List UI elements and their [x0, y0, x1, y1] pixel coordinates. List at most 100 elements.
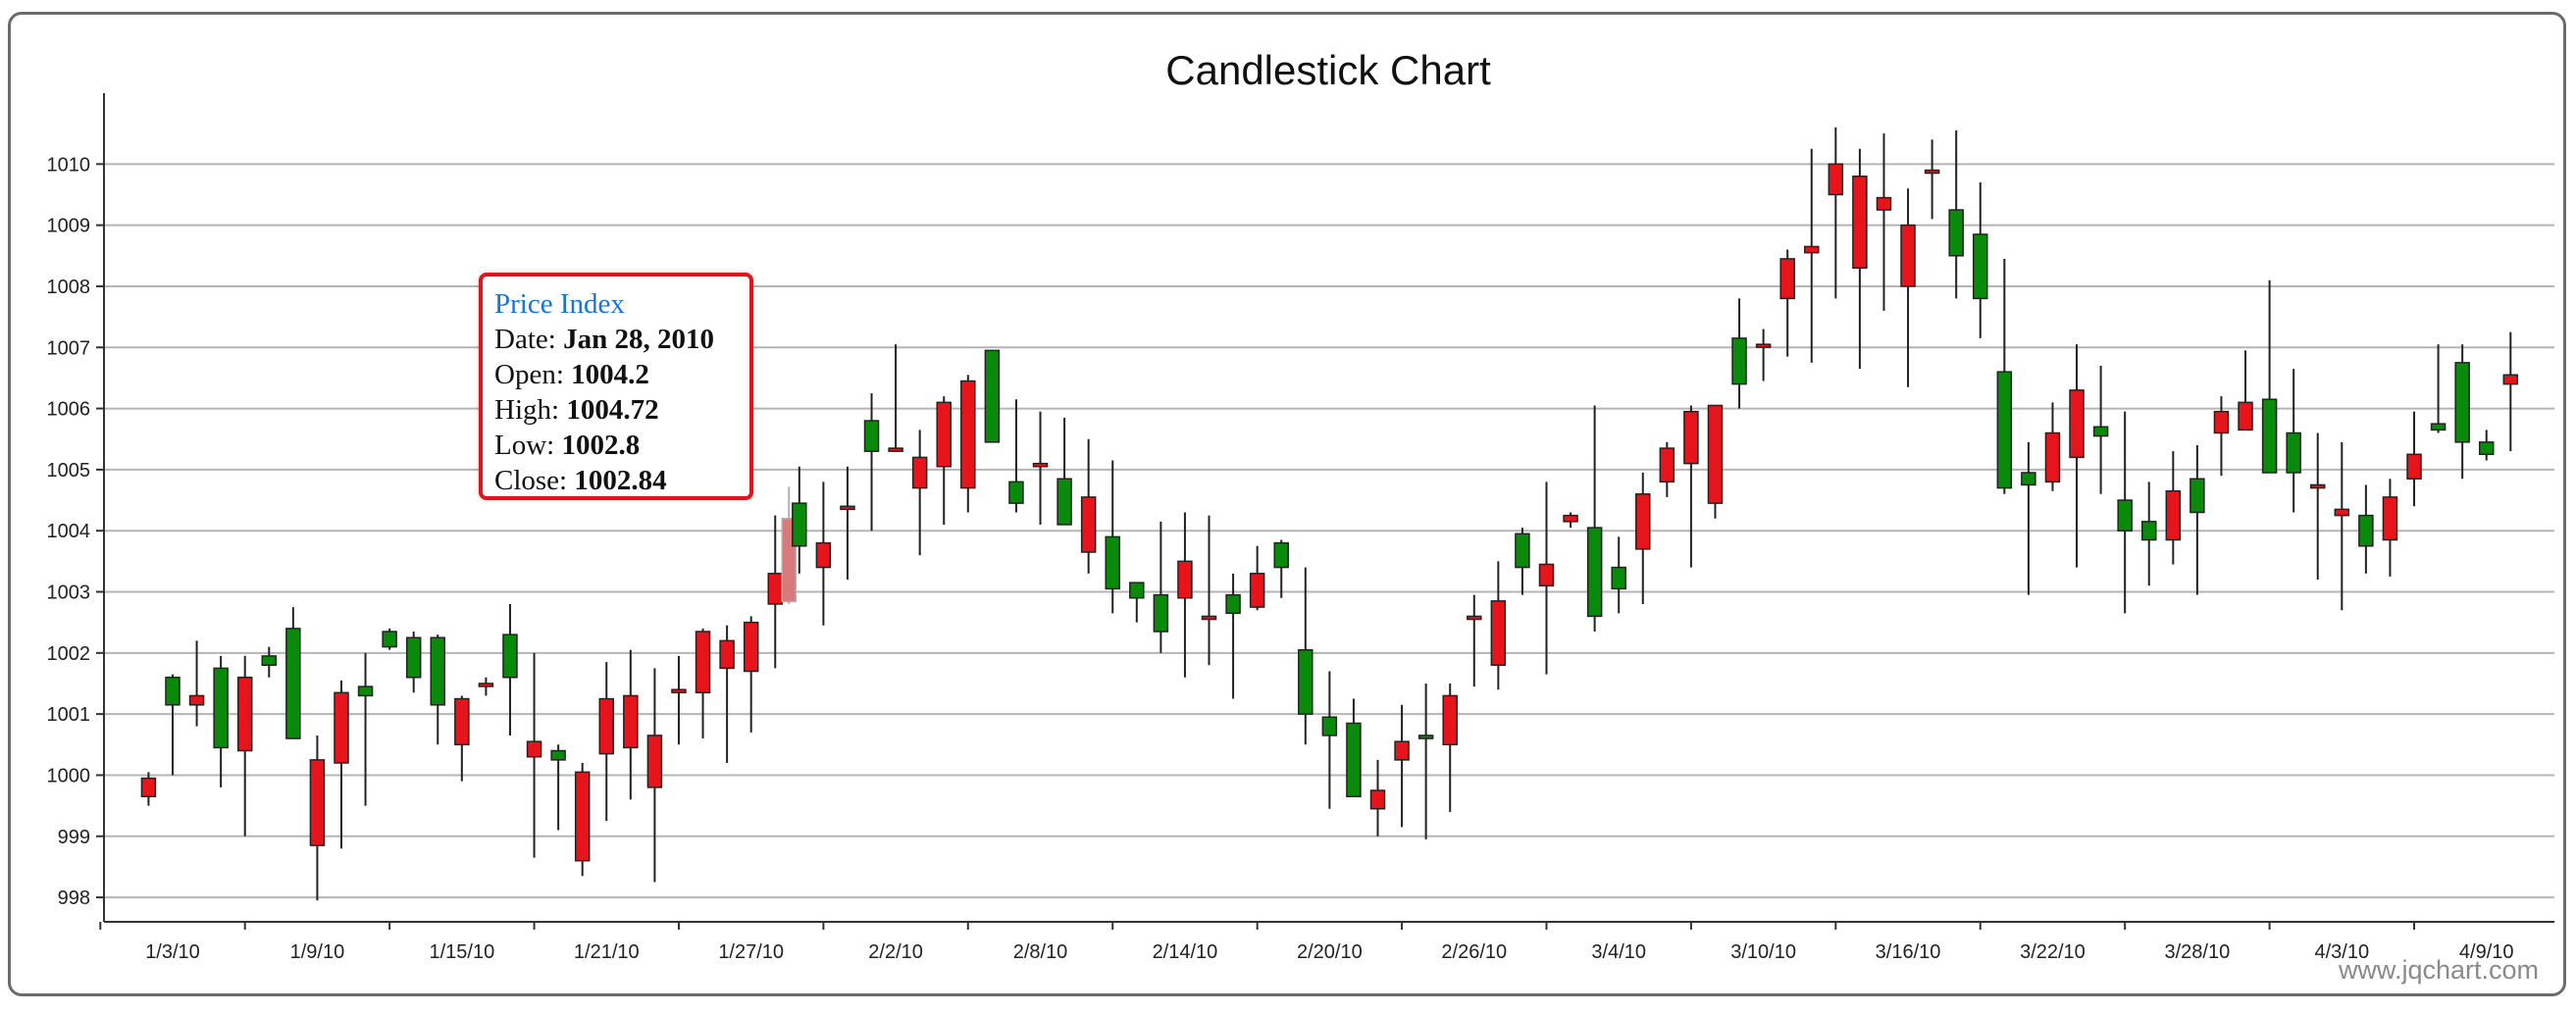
candle[interactable] — [1201, 515, 1217, 666]
candle[interactable] — [2406, 411, 2422, 507]
candle[interactable] — [1586, 405, 1603, 633]
candle[interactable] — [1369, 759, 1386, 837]
candle[interactable] — [815, 482, 832, 626]
candle[interactable] — [1707, 404, 1724, 519]
candle[interactable] — [1394, 704, 1410, 828]
candle[interactable] — [960, 375, 976, 513]
candle[interactable] — [2140, 482, 2157, 586]
candle[interactable] — [526, 652, 542, 858]
candle[interactable] — [2430, 344, 2447, 433]
candle[interactable] — [1298, 567, 1314, 745]
candle[interactable] — [2309, 432, 2326, 581]
candle[interactable] — [2454, 344, 2470, 480]
candle[interactable] — [502, 603, 518, 735]
candle[interactable] — [1417, 683, 1434, 839]
candle[interactable] — [1080, 438, 1097, 574]
candle[interactable] — [140, 772, 157, 806]
candle[interactable] — [911, 430, 928, 556]
candle[interactable] — [550, 744, 566, 831]
candle[interactable] — [213, 655, 229, 787]
candle[interactable] — [236, 655, 253, 837]
candle[interactable] — [984, 349, 1001, 443]
candle[interactable] — [454, 695, 470, 782]
candle[interactable] — [309, 735, 326, 901]
candle[interactable] — [430, 634, 446, 745]
candle[interactable] — [792, 466, 807, 574]
candle[interactable] — [165, 674, 180, 776]
candle[interactable] — [1346, 698, 1362, 798]
candle[interactable] — [2478, 430, 2495, 461]
candle[interactable] — [1779, 249, 1795, 357]
candle[interactable] — [1515, 528, 1530, 595]
candle[interactable] — [1105, 460, 1120, 614]
candle[interactable] — [334, 680, 349, 849]
candle[interactable] — [1225, 573, 1241, 699]
candle[interactable] — [382, 628, 397, 650]
candle[interactable] — [840, 466, 855, 581]
candle[interactable] — [1755, 329, 1772, 381]
candle[interactable] — [767, 515, 783, 669]
candle[interactable] — [1490, 561, 1507, 690]
candle[interactable] — [2261, 279, 2278, 474]
candle[interactable] — [1563, 512, 1578, 529]
candle[interactable] — [936, 396, 952, 525]
candle[interactable] — [2044, 402, 2061, 491]
candle[interactable] — [1731, 298, 1747, 409]
candle[interactable] — [888, 344, 903, 452]
candle[interactable] — [1129, 582, 1145, 623]
candle[interactable] — [2069, 344, 2085, 568]
candle[interactable] — [285, 607, 301, 739]
candle[interactable] — [1924, 139, 1940, 220]
candle[interactable] — [2382, 479, 2398, 577]
candle[interactable] — [719, 625, 735, 763]
candle[interactable] — [695, 628, 711, 739]
candle[interactable] — [2021, 441, 2036, 595]
candle[interactable] — [1804, 148, 1820, 363]
candle[interactable] — [1611, 536, 1626, 614]
candle[interactable] — [623, 649, 639, 800]
candle[interactable] — [1321, 671, 1338, 809]
candle[interactable] — [1683, 405, 1699, 568]
candle[interactable] — [2117, 411, 2133, 614]
candle[interactable] — [2190, 444, 2205, 595]
candle[interactable] — [1538, 482, 1555, 675]
candle[interactable] — [1153, 521, 1169, 653]
candle[interactable] — [1442, 683, 1458, 812]
candle[interactable] — [2334, 441, 2350, 611]
candle[interactable] — [574, 762, 591, 877]
candle[interactable] — [478, 677, 494, 696]
candle[interactable] — [1249, 545, 1265, 611]
candle[interactable] — [863, 392, 880, 532]
candle[interactable] — [405, 632, 422, 693]
candle[interactable] — [1996, 258, 2013, 494]
candle[interactable] — [1635, 472, 1651, 604]
candle[interactable] — [188, 640, 205, 727]
candle[interactable] — [2286, 369, 2301, 513]
candles[interactable] — [140, 127, 2519, 901]
candle[interactable] — [1948, 130, 1964, 299]
candle[interactable] — [357, 652, 374, 806]
candle[interactable] — [2238, 350, 2253, 431]
candle[interactable] — [1032, 411, 1049, 525]
candle[interactable] — [1900, 188, 1916, 387]
candle[interactable] — [2358, 484, 2374, 574]
candle[interactable] — [1876, 133, 1892, 311]
candle[interactable] — [1467, 594, 1482, 687]
candle[interactable] — [2502, 331, 2519, 452]
candle[interactable] — [598, 662, 615, 822]
candle[interactable] — [261, 646, 278, 678]
candle[interactable] — [1177, 512, 1193, 678]
candle[interactable] — [2213, 396, 2230, 477]
candle[interactable] — [646, 668, 663, 883]
candle[interactable] — [1008, 399, 1024, 513]
candle[interactable] — [1828, 127, 1844, 299]
candle[interactable] — [1659, 441, 1675, 497]
candle[interactable] — [1273, 539, 1289, 598]
candle[interactable] — [671, 655, 687, 745]
candle[interactable] — [1056, 417, 1072, 526]
candle[interactable] — [743, 616, 759, 733]
candle[interactable] — [2165, 451, 2182, 565]
candle[interactable] — [1852, 148, 1868, 370]
candle[interactable] — [2092, 365, 2109, 494]
candle[interactable] — [1973, 182, 1988, 338]
